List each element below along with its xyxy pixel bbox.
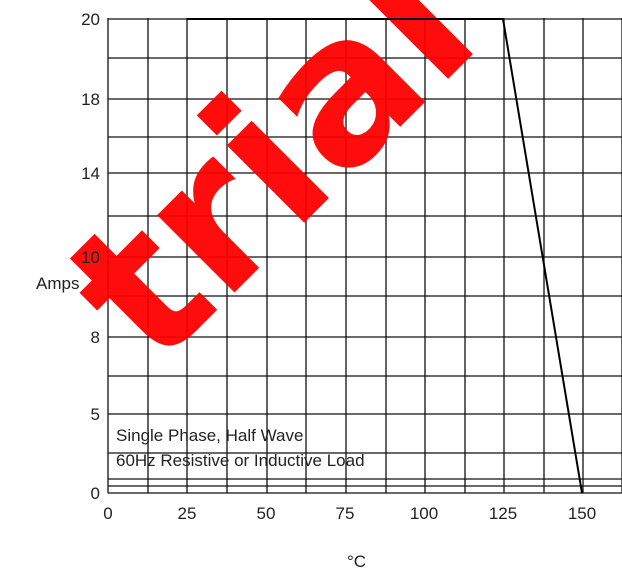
- x-tick-label: 75: [336, 504, 355, 523]
- series-layer: [187, 18, 583, 494]
- y-tick-label: 0: [91, 484, 100, 503]
- x-tick-labels: 0 25 50 75 100 125 150: [103, 504, 596, 523]
- y-tick-label: 5: [91, 405, 100, 424]
- x-tick-label: 100: [410, 504, 438, 523]
- y-tick-label: 14: [81, 164, 100, 183]
- y-tick-labels: 0 5 8 10 14 18 20: [81, 10, 100, 503]
- series-line-0: [187, 18, 583, 494]
- y-tick-label: 8: [91, 328, 100, 347]
- y-tick-label: 10: [81, 248, 100, 267]
- x-tick-label: 25: [178, 504, 197, 523]
- annotation-line-2: 60Hz Resistive or Inductive Load: [116, 451, 365, 470]
- x-tick-label: 0: [103, 504, 112, 523]
- x-axis-label: °C: [347, 552, 366, 570]
- y-tick-label: 18: [81, 90, 100, 109]
- x-tick-label: 50: [257, 504, 276, 523]
- annotation-line-1: Single Phase, Half Wave: [116, 426, 303, 445]
- x-tick-label: 125: [489, 504, 517, 523]
- y-tick-label: 20: [81, 10, 100, 29]
- x-tick-label: 150: [568, 504, 596, 523]
- y-axis-label: Amps: [36, 274, 79, 293]
